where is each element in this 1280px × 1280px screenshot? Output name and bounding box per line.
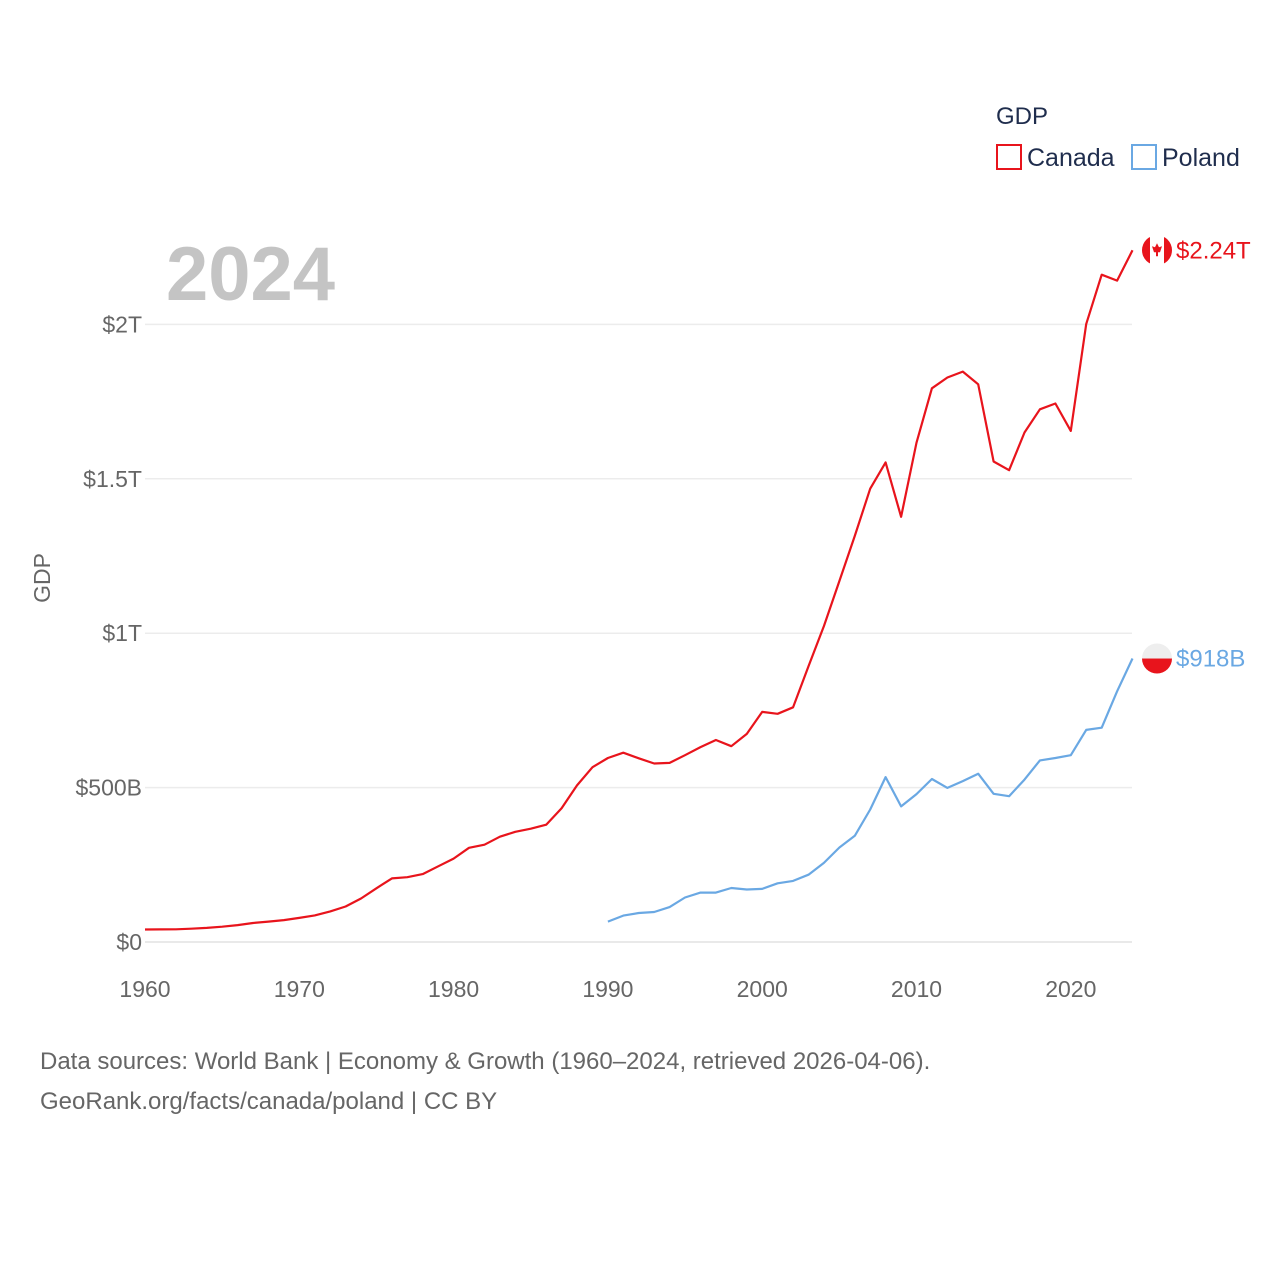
footer: Data sources: World Bank | Economy & Gro…	[40, 1042, 930, 1122]
y-axis: $0 $500B $1T $1.5T $2T	[75, 311, 142, 955]
y-tick-label: $1.5T	[83, 466, 142, 492]
y-tick-label: $500B	[75, 775, 142, 801]
end-value-label-poland: $918B	[1176, 646, 1245, 673]
y-tick-label: $1T	[102, 620, 142, 646]
x-axis: 1960 1970 1980 1990 2000 2010 2020	[119, 976, 1096, 1002]
canada-flag-icon	[1142, 235, 1172, 266]
legend: GDP Canada Poland	[996, 103, 1240, 172]
legend-item-poland[interactable]: Poland	[1131, 144, 1240, 172]
attribution-text: GeoRank.org/facts/canada/poland | CC BY	[40, 1088, 498, 1115]
legend-label-poland: Poland	[1162, 144, 1240, 172]
x-tick-label: 1980	[428, 976, 479, 1002]
x-tick-label: 2000	[737, 976, 788, 1002]
series-line-poland	[607, 658, 1134, 923]
x-tick-label: 2010	[891, 976, 942, 1002]
x-tick-label: 2020	[1045, 976, 1096, 1002]
x-tick-label: 1970	[274, 976, 325, 1002]
y-axis-title: GDP	[29, 553, 55, 603]
series-line-canada	[144, 249, 1134, 931]
y-tick-label: $0	[116, 929, 142, 955]
y-tick-label: $2T	[102, 311, 142, 337]
poland-flag-icon	[1142, 643, 1172, 674]
gridlines	[145, 323, 1132, 943]
end-markers: $2.24T $918B	[1142, 235, 1251, 674]
year-title: 2024	[166, 232, 335, 317]
legend-label-canada: Canada	[1027, 144, 1115, 172]
legend-swatch-poland	[1131, 144, 1157, 170]
legend-item-canada[interactable]: Canada	[996, 144, 1115, 172]
data-source-text: Data sources: World Bank | Economy & Gro…	[40, 1048, 931, 1075]
x-tick-label: 1990	[582, 976, 633, 1002]
end-value-label-canada: $2.24T	[1176, 237, 1251, 264]
series-lines	[144, 249, 1134, 931]
legend-title: GDP	[996, 103, 1048, 130]
x-tick-label: 1960	[119, 976, 170, 1002]
legend-swatch-canada	[996, 144, 1022, 170]
